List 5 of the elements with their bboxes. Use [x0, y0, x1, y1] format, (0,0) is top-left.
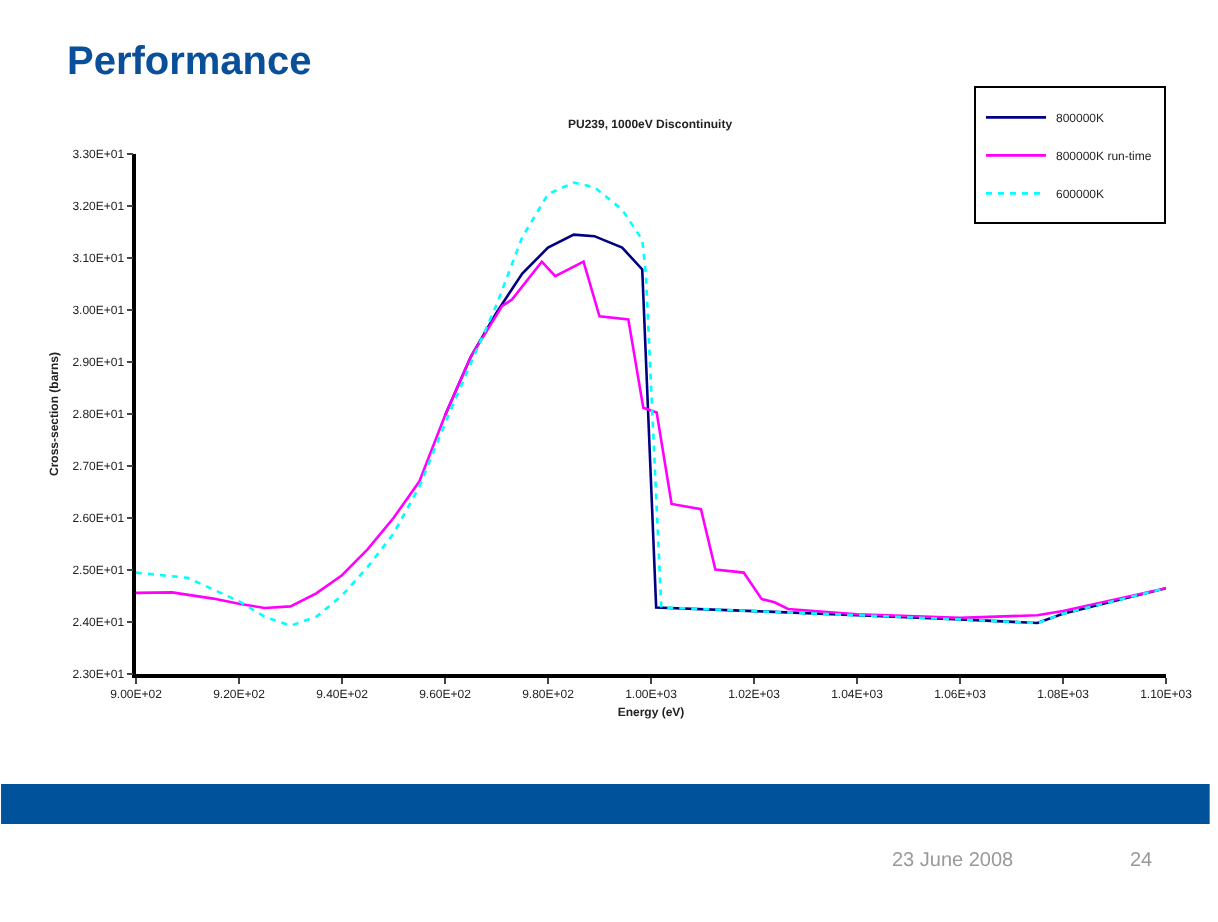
line-series: [136, 181, 1166, 627]
line-series: [136, 260, 1166, 620]
text: 23 June 2008: [892, 850, 1015, 872]
text: 24: [1130, 850, 1154, 872]
chart-title: Performance: [66, 40, 312, 85]
